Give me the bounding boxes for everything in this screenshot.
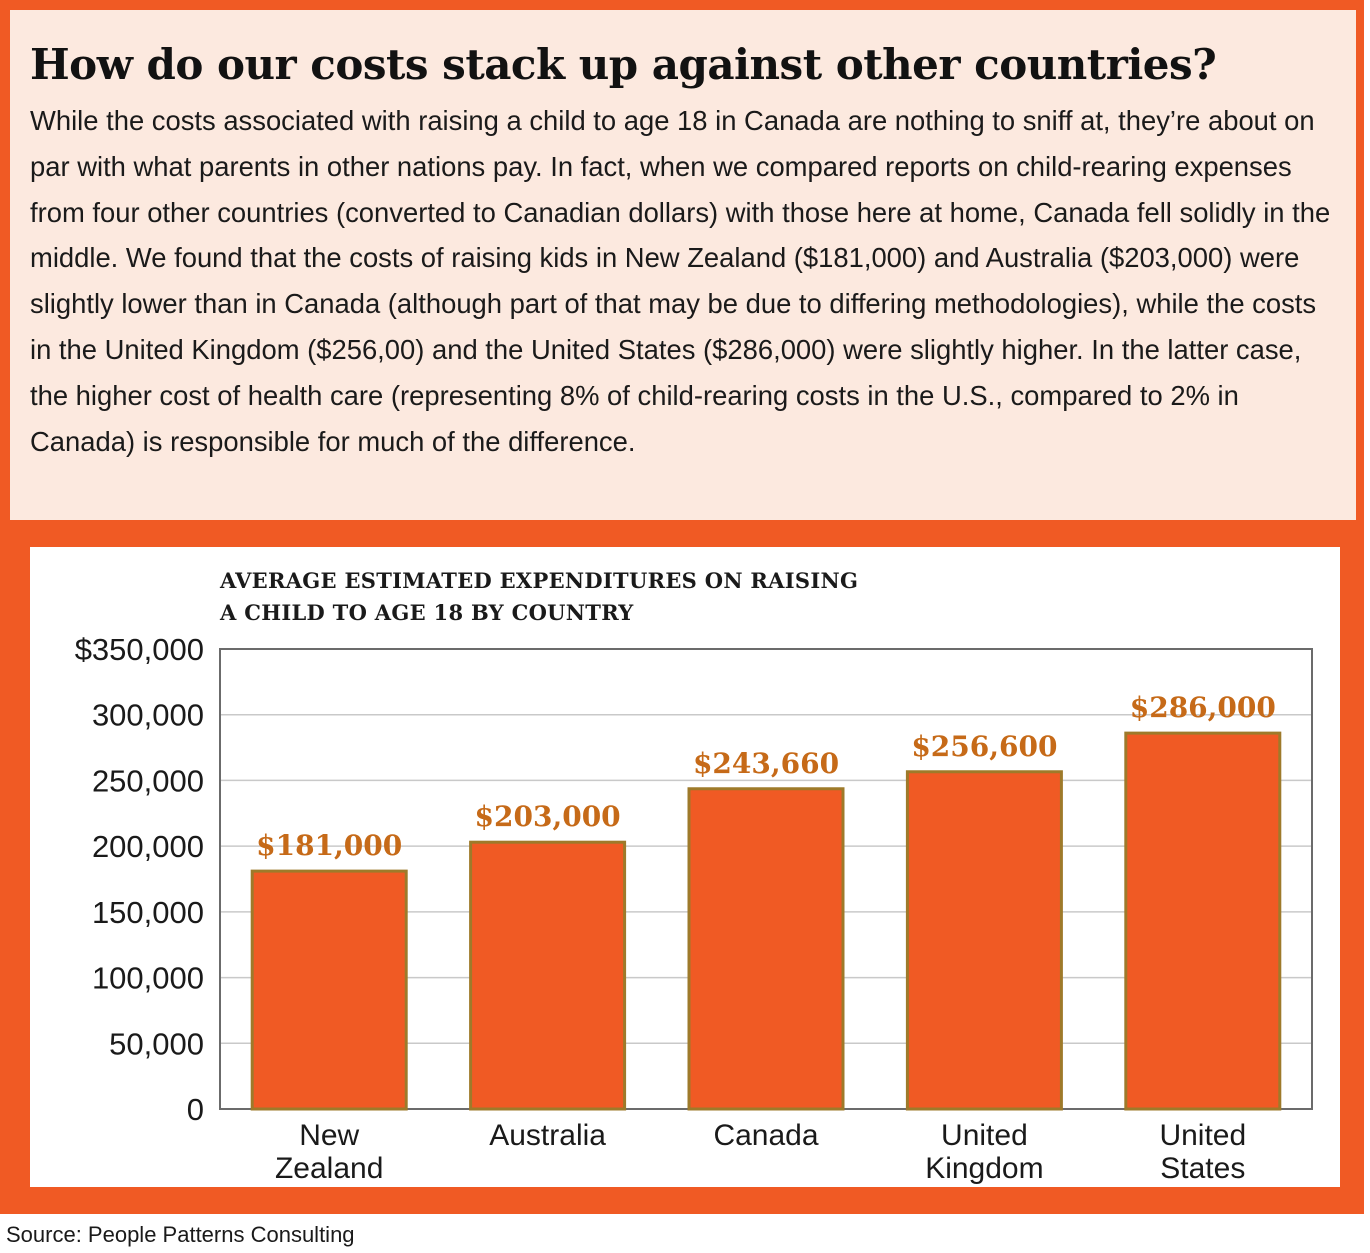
data-label: $243,660 [693,747,839,780]
y-tick-label: 150,000 [92,895,204,930]
chart-title-line-2: A CHILD TO AGE 18 BY COUNTRY [220,600,634,625]
article-panel: How do our costs stack up against other … [10,10,1356,520]
bar [905,770,1063,1111]
data-label: $286,000 [1130,691,1276,724]
bar [1124,731,1282,1111]
data-label: $203,000 [475,800,621,833]
y-tick-label: 300,000 [92,698,204,733]
source-note: Source: People Patterns Consulting [6,1222,355,1247]
data-label: $181,000 [256,829,402,862]
bar [250,869,408,1111]
x-tick-label: Australia [489,1119,606,1152]
headline: How do our costs stack up against other … [30,40,1217,89]
y-tick-label: 200,000 [92,829,204,864]
bar-chart: 0 50,000 100,000 150,000 200,000 250,000 300,0… [75,632,1313,1185]
article-body: While the costs associated with raising … [30,105,1331,457]
x-tick-label: Canada [713,1119,818,1152]
x-tick-label: New [299,1119,359,1152]
y-tick-label: 100,000 [92,961,204,996]
x-tick-label: United [941,1119,1028,1152]
x-tick-label: States [1160,1152,1245,1185]
bar [687,787,845,1111]
data-label: $256,600 [911,730,1057,763]
y-tick-label: $350,000 [75,632,204,667]
x-tick-label: Kingdom [925,1152,1043,1185]
x-tick-label: Zealand [275,1152,383,1185]
bar [469,840,627,1111]
chart-title-line-1: AVERAGE ESTIMATED EXPENDITURES ON RAISIN… [220,568,859,593]
chart-panel: AVERAGE ESTIMATED EXPENDITURES ON RAISIN… [30,547,1340,1187]
y-tick-label: 50,000 [109,1026,204,1061]
y-tick-label: 250,000 [92,763,204,798]
chart-title: AVERAGE ESTIMATED EXPENDITURES ON RAISIN… [220,565,858,629]
infographic-frame: How do our costs stack up against other … [0,0,1364,1214]
y-tick-label: 0 [187,1092,204,1127]
x-tick-label: United [1159,1119,1246,1152]
